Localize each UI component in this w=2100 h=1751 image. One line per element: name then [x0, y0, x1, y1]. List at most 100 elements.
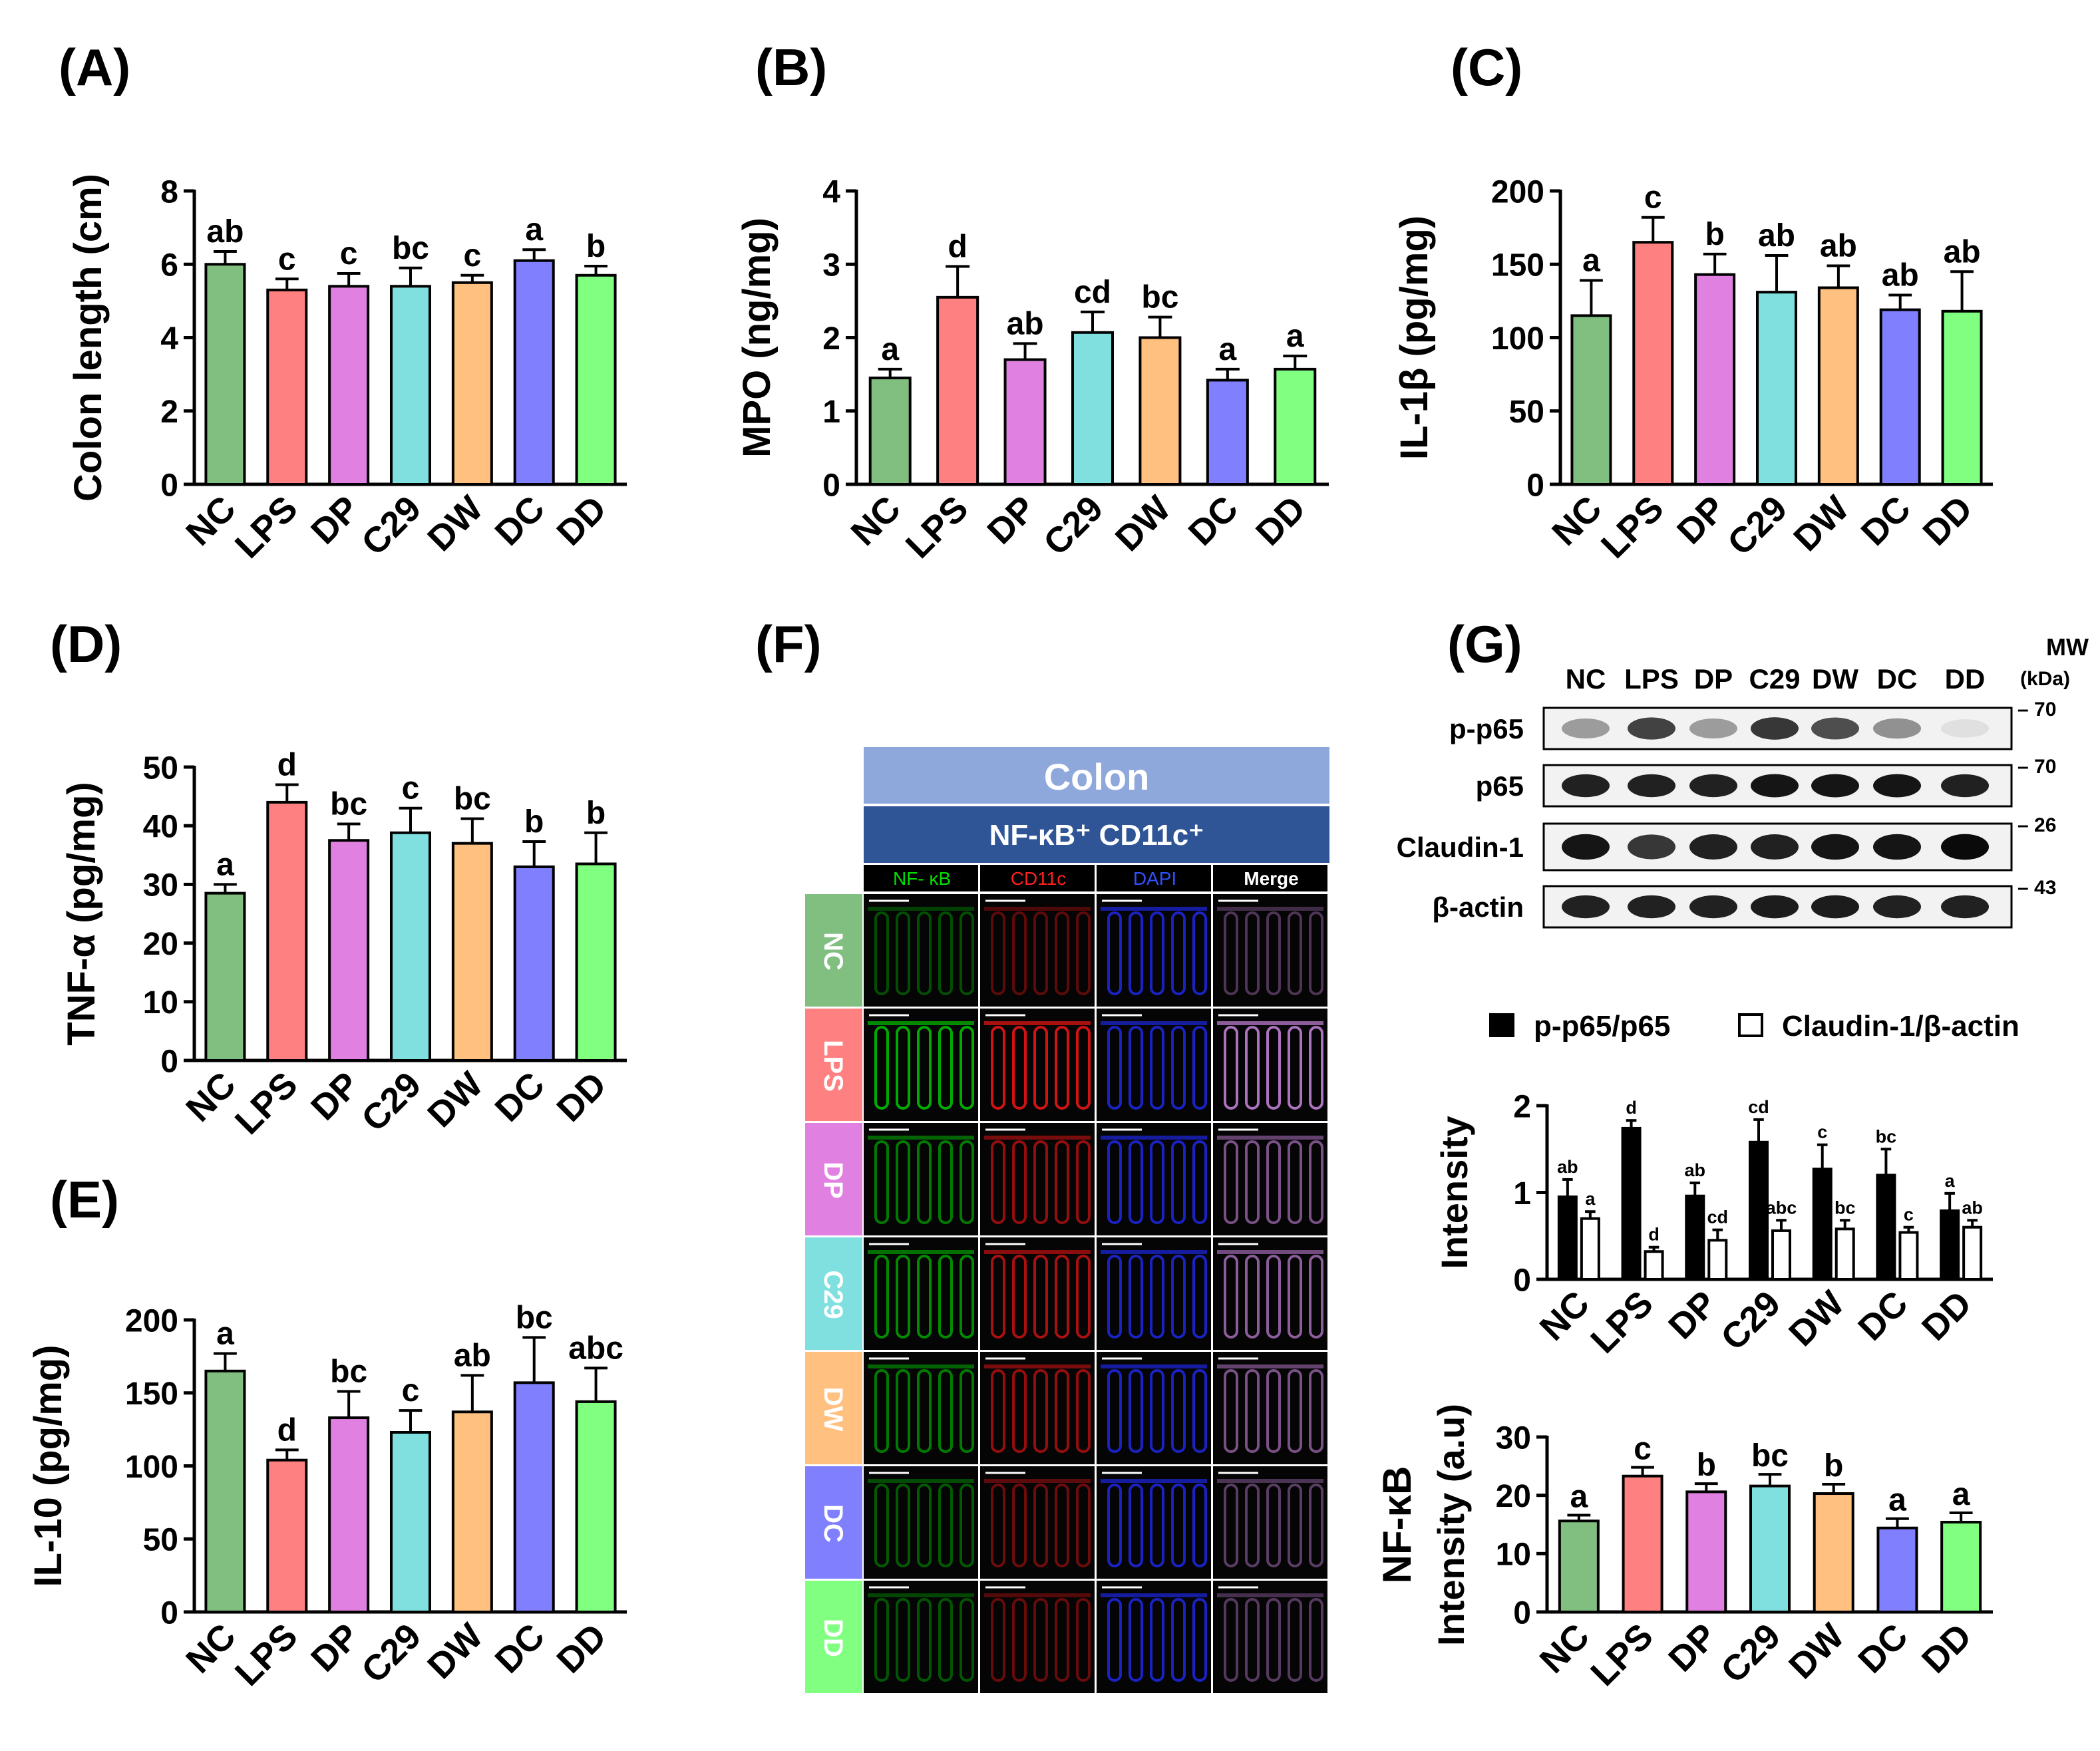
band	[1873, 834, 1921, 860]
row-label: LPS	[818, 1040, 848, 1092]
micrograph-dc-1	[980, 1466, 1095, 1579]
bar-c29	[390, 831, 431, 1062]
crypt	[1150, 1255, 1164, 1339]
significance-letter: a	[1945, 1171, 1956, 1191]
crypt	[1266, 1026, 1281, 1110]
y-tick-label: 0	[160, 1595, 178, 1631]
bar-c29	[390, 1431, 431, 1613]
mw-marker: – 70	[2017, 699, 2056, 720]
crypt	[1107, 1484, 1122, 1567]
significance-letter: a	[216, 847, 234, 882]
bar-dw-s1	[1835, 1227, 1855, 1281]
bar-dc	[1879, 308, 1921, 486]
x-tick-label: DD	[1248, 488, 1313, 554]
significance-letter: a	[1582, 243, 1600, 279]
crypt	[917, 1484, 932, 1567]
x-tick-label: DP	[1661, 1616, 1724, 1679]
band	[1811, 774, 1859, 798]
crypt	[1171, 1484, 1186, 1567]
crypt	[917, 1369, 932, 1453]
y-tick-label: 0	[1526, 468, 1544, 503]
crypt	[1245, 1255, 1260, 1339]
crypt	[1150, 1026, 1164, 1110]
x-tick-label: NC	[1532, 1616, 1598, 1681]
crypt	[874, 1369, 889, 1453]
crypt	[1266, 1598, 1281, 1682]
crypt	[1245, 911, 1260, 995]
significance-letter: cd	[1074, 275, 1111, 310]
legend-label: Claudin-1/β-actin	[1782, 1010, 2019, 1042]
bar-dc	[1206, 379, 1249, 486]
crypt	[1076, 1255, 1091, 1339]
significance-letter: bc	[330, 1354, 367, 1390]
x-tick-label: DP	[303, 1064, 367, 1128]
bar-dw	[451, 1410, 493, 1613]
significance-letter: bc	[516, 1300, 553, 1335]
band	[1811, 895, 1859, 919]
lane-label: DC	[1877, 663, 1918, 695]
crypt	[896, 1140, 910, 1224]
significance-letter: ab	[454, 1338, 491, 1373]
y-tick-label: 50	[1509, 395, 1544, 430]
x-tick-label: DC	[1850, 1283, 1916, 1349]
band	[1628, 895, 1675, 919]
y-tick-label: 0	[822, 468, 840, 503]
y-tick-label: 3	[822, 248, 840, 283]
crypt	[1129, 911, 1143, 995]
bar-dc-s1	[1898, 1231, 1919, 1281]
x-tick-label: C29	[354, 488, 429, 563]
x-tick-label: NC	[844, 488, 909, 554]
bar-dp-s1	[1707, 1239, 1728, 1281]
crypt	[1150, 911, 1164, 995]
bar-dp-s0	[1685, 1194, 1705, 1281]
crypt	[1288, 1140, 1302, 1224]
western-blot: MW (kDa) NC LPS DP C29 DW DC DD p-p65 – 70 p65 – 70 C…	[1397, 633, 2089, 929]
channel-header: DAPI	[1133, 868, 1176, 889]
crypt	[1171, 1026, 1186, 1110]
bar-dd	[575, 1400, 617, 1613]
band	[1811, 834, 1859, 860]
band	[1751, 834, 1799, 860]
significance-letter: a	[216, 1316, 234, 1351]
micrograph-dd-3	[1213, 1581, 1327, 1693]
crypt	[896, 1598, 910, 1682]
y-tick-label: 150	[125, 1376, 178, 1412]
band	[1751, 774, 1799, 798]
bar-nc	[204, 263, 246, 486]
y-tick-label: 6	[160, 248, 178, 283]
x-tick-label: DD	[549, 488, 614, 554]
mw-unit: (kDa)	[2020, 668, 2070, 690]
crypt	[874, 1140, 889, 1224]
y-tick-label: 30	[143, 868, 178, 903]
x-tick-label: LPS	[898, 488, 976, 566]
bar-nc	[1558, 1519, 1600, 1613]
crypt	[1055, 911, 1069, 995]
crypt	[1012, 1484, 1027, 1567]
crypt	[1076, 1026, 1091, 1110]
bar-dp	[328, 839, 370, 1062]
crypt	[1033, 1598, 1048, 1682]
channel-header: CD11c	[1011, 868, 1067, 889]
x-tick-label: DW	[420, 488, 490, 559]
crypt	[1266, 911, 1281, 995]
y-tick-label: 20	[1496, 1479, 1531, 1514]
x-tick-label: DC	[488, 488, 553, 554]
bar-dp	[328, 1416, 370, 1613]
bar-lps	[266, 800, 308, 1062]
bar-nc-s1	[1580, 1217, 1600, 1281]
crypt	[991, 1255, 1005, 1339]
crypt	[1129, 1598, 1143, 1682]
crypt	[1107, 1140, 1122, 1224]
mw-marker: – 26	[2017, 814, 2056, 836]
crypt	[1288, 1598, 1302, 1682]
crypt	[1288, 1026, 1302, 1110]
lane-label: DD	[1945, 663, 1986, 695]
nfkb-intensity-chart: 0 10 20 30 a NC c LPS b DP bc C29 b DW a DC a DD NF-κB Inte…	[1375, 1404, 1993, 1694]
crypt	[874, 1484, 889, 1567]
row-label: C29	[818, 1270, 848, 1319]
crypt	[1245, 1484, 1260, 1567]
band	[1873, 718, 1921, 739]
lane-label: LPS	[1624, 663, 1679, 695]
x-tick-label: LPS	[228, 1616, 305, 1694]
